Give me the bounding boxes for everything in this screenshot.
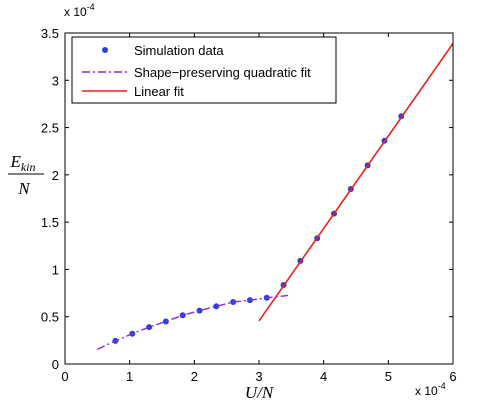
- y-tick-label: 1.5: [41, 215, 59, 230]
- y-axis-label: Ekin N: [8, 152, 44, 198]
- x-tick-label: 1: [126, 369, 133, 384]
- legend-marker-simulation: [102, 47, 108, 53]
- x-axis-label: U/N: [245, 383, 275, 402]
- y-tick-label: 0: [52, 357, 59, 372]
- series-line-linear-fit: [258, 42, 454, 322]
- series-line-quadratic-fit: [97, 294, 289, 350]
- data-point-simulation: [213, 303, 220, 310]
- x-tick-label: 4: [320, 369, 327, 384]
- y-axis-label-numerator: Ekin: [9, 152, 35, 174]
- y-axis-multiplier-exponent: -4: [87, 2, 95, 12]
- legend-label-quadratic-fit: Shape−preserving quadratic fit: [134, 65, 311, 80]
- y-tick-label: 3: [52, 73, 59, 88]
- data-point-simulation: [162, 318, 169, 325]
- legend-label-linear-fit: Linear fit: [134, 84, 184, 99]
- y-tick-label: 1: [52, 262, 59, 277]
- x-tick-label: 2: [191, 369, 198, 384]
- legend-label-simulation: Simulation data: [134, 43, 224, 58]
- x-axis-multiplier-exponent: -4: [438, 381, 446, 391]
- axes: 0 1 2 3 4 5 6 0 0.5 1 1.5 2 2.5 3 3.5: [41, 26, 457, 384]
- y-tick-label: 2: [52, 168, 59, 183]
- y-axis-label-denominator: N: [17, 179, 31, 198]
- legend-box: [71, 36, 337, 104]
- x-tick-label: 5: [385, 369, 392, 384]
- x-tick-label: 6: [449, 369, 456, 384]
- data-point-simulation: [196, 307, 203, 314]
- data-point-simulation: [146, 324, 153, 331]
- legend: Simulation data Shape−preserving quadrat…: [71, 36, 337, 104]
- x-tick-label: 3: [255, 369, 262, 384]
- y-tick-label: 0.5: [41, 310, 59, 325]
- plot-area: [97, 42, 454, 350]
- x-tick-label: 0: [61, 369, 68, 384]
- x-axis-multiplier: x 10-4: [415, 381, 446, 398]
- y-tick-label: 2.5: [41, 121, 59, 136]
- y-axis-multiplier: x 10-4: [64, 2, 95, 19]
- y-tick-label: 3.5: [41, 26, 59, 41]
